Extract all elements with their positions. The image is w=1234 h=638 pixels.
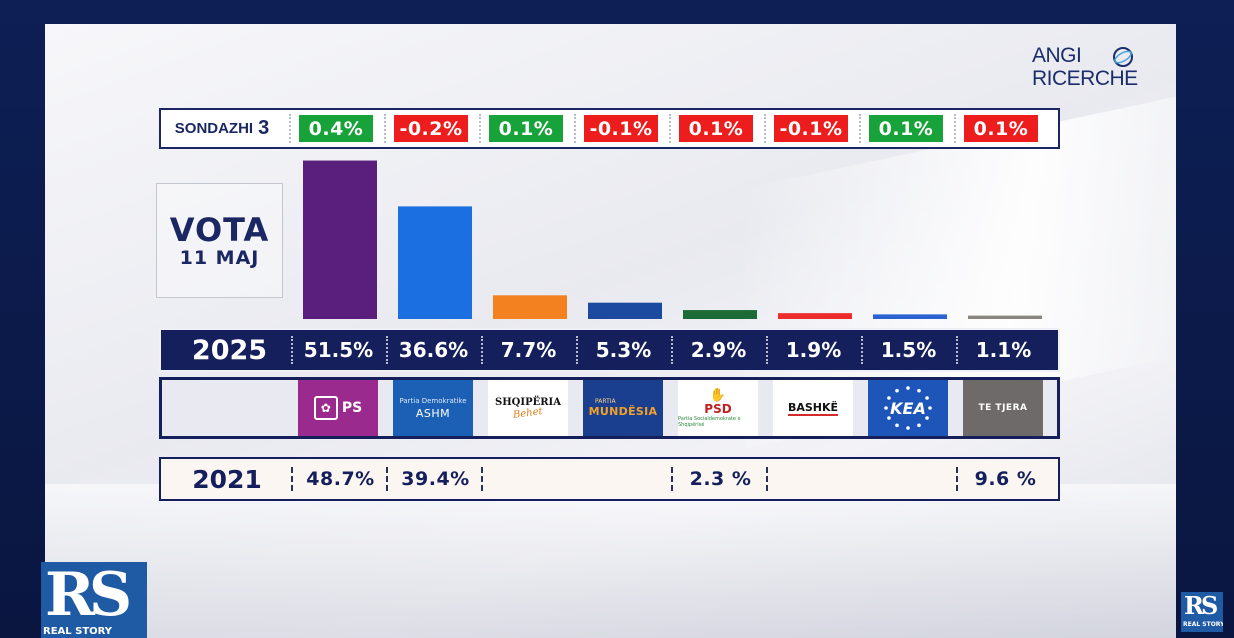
- poll-separator: [859, 114, 861, 143]
- value-separator: [386, 467, 388, 491]
- poll-separator: [289, 114, 291, 143]
- party-ashm-logo: Partia Demokratike ASHM: [393, 380, 473, 436]
- bar-7: [968, 315, 1042, 319]
- value-separator: [956, 336, 958, 364]
- bar-4: [683, 310, 757, 319]
- bar-6: [873, 314, 947, 319]
- bar-5: [778, 313, 852, 319]
- bar-1: [398, 206, 472, 319]
- channel-logo-large: RS REAL STORY: [41, 562, 147, 638]
- value-2025-label: 7.7%: [500, 338, 557, 362]
- poll-change-cell: 0.1%: [869, 115, 943, 142]
- value-2021-label: 2.3 %: [689, 468, 752, 490]
- poll-change-row: SONDAZHI 3 0.4% -0.2% 0.1% -0.1% 0.1% -0.1% 0.…: [159, 108, 1060, 149]
- channel-logo-small: RS REAL STORY: [1181, 592, 1223, 632]
- party-kea-logo: KEA: [868, 380, 948, 436]
- channel-name-large: REAL STORY: [43, 626, 113, 637]
- poll-number: 3: [258, 117, 270, 139]
- star-ring-icon: [884, 386, 932, 430]
- value-separator: [576, 336, 578, 364]
- channel-name-small: REAL STORY: [1183, 621, 1223, 628]
- value-2025-label: 36.6%: [398, 338, 469, 362]
- psd-hands-icon: ✋: [709, 387, 727, 403]
- bar-2: [493, 295, 567, 319]
- value-separator: [291, 336, 293, 364]
- party-mundesia-name: MUNDËSIA: [588, 405, 658, 418]
- party-ps-name: PS: [341, 400, 363, 416]
- value-2025-label: 1.1%: [975, 338, 1032, 362]
- pollster-logo-line1: ANGI: [1032, 44, 1082, 67]
- party-psd-small: Partia Socialdemokrate e Shqipërisë: [678, 415, 741, 428]
- value-separator: [291, 467, 293, 491]
- year-2021-label: 2021: [192, 464, 262, 494]
- poll-change-cell: -0.2%: [394, 115, 468, 142]
- poll-separator: [669, 114, 671, 143]
- channel-mark-small: RS: [1184, 592, 1218, 620]
- poll-change-cell: 0.1%: [679, 115, 753, 142]
- value-2025-label: 5.3%: [595, 338, 652, 362]
- poll-separator: [764, 114, 766, 143]
- poll-separator: [574, 114, 576, 143]
- value-separator: [861, 336, 863, 364]
- party-mundesia-small: PARTIA: [595, 398, 616, 405]
- poll-change-cell: 0.1%: [489, 115, 563, 142]
- value-separator: [386, 336, 388, 364]
- bar-3: [588, 302, 662, 319]
- party-ashm-small: Partia Demokratike: [399, 396, 467, 405]
- value-separator: [766, 467, 768, 491]
- poll-change-cell: 0.4%: [299, 115, 373, 142]
- poll-separator: [954, 114, 956, 143]
- value-2021-label: 48.7%: [306, 468, 375, 490]
- vote-date-box: VOTA 11 MAJ: [156, 183, 283, 298]
- results-2025-row: 2025 51.5% 36.6% 7.7% 5.3% 2.9% 1.9% 1.5% 1.1%: [159, 328, 1060, 372]
- value-separator: [671, 467, 673, 491]
- party-shqiperia-name: SHQIPËRIA: [495, 397, 561, 408]
- pollster-logo-line2: RICERCHE: [1032, 67, 1138, 90]
- poll-change-cell: -0.1%: [584, 115, 658, 142]
- value-2025-label: 51.5%: [303, 338, 374, 362]
- value-separator: [956, 467, 958, 491]
- globe-ring-icon: [1113, 47, 1133, 67]
- poll-separator: [384, 114, 386, 143]
- channel-mark-large: RS: [45, 562, 132, 630]
- value-2025-label: 2.9%: [690, 338, 747, 362]
- party-others-logo: TE TJERA: [963, 380, 1043, 436]
- year-2025-label: 2025: [191, 334, 268, 366]
- poll-separator: [479, 114, 481, 143]
- value-separator: [481, 336, 483, 364]
- value-2021-label: 9.6 %: [974, 468, 1037, 490]
- party-shqiperia-logo: SHQIPËRIA Behet: [488, 380, 568, 436]
- party-others-name: TE TJERA: [978, 403, 1028, 413]
- vote-title: VOTA: [169, 210, 270, 249]
- value-2025-label: 1.5%: [880, 338, 937, 362]
- value-2025-label: 1.9%: [785, 338, 842, 362]
- value-separator: [481, 467, 483, 491]
- vote-date: 11 MAJ: [179, 246, 260, 269]
- party-bashke-logo: BASHKË: [773, 380, 853, 436]
- party-ps-logo: ✿ PS: [298, 380, 378, 436]
- party-logo-row: ✿ PS Partia Demokratike ASHM SHQIPËRIA B…: [159, 377, 1060, 439]
- poll-label-text: SONDAZHI: [174, 120, 254, 137]
- party-psd-logo: ✋ PSD Partia Socialdemokrate e Shqipëris…: [678, 380, 758, 436]
- pollster-logo: ANGI RICERCHE: [1032, 44, 1147, 96]
- party-shqiperia-sub: Behet: [512, 405, 544, 422]
- party-psd-name: PSD: [704, 401, 732, 416]
- poll-change-cell: -0.1%: [774, 115, 848, 142]
- party-kea-name: KEA: [890, 398, 926, 418]
- value-separator: [766, 336, 768, 364]
- poll-label: SONDAZHI 3: [161, 110, 283, 147]
- party-ashm-name: ASHM: [415, 406, 451, 420]
- value-2021-label: 39.4%: [401, 468, 470, 490]
- value-separator: [671, 336, 673, 364]
- party-bashke-name: BASHKË: [787, 400, 839, 416]
- results-2021-row: 2021 48.7% 39.4% 2.3 % 9.6 %: [159, 457, 1060, 501]
- poll-change-cell: 0.1%: [964, 115, 1038, 142]
- decorative-floor: [45, 484, 1176, 638]
- ps-rose-icon: ✿: [313, 396, 338, 420]
- party-mundesia-logo: PARTIA MUNDËSIA: [583, 380, 663, 436]
- bar-0: [303, 160, 377, 319]
